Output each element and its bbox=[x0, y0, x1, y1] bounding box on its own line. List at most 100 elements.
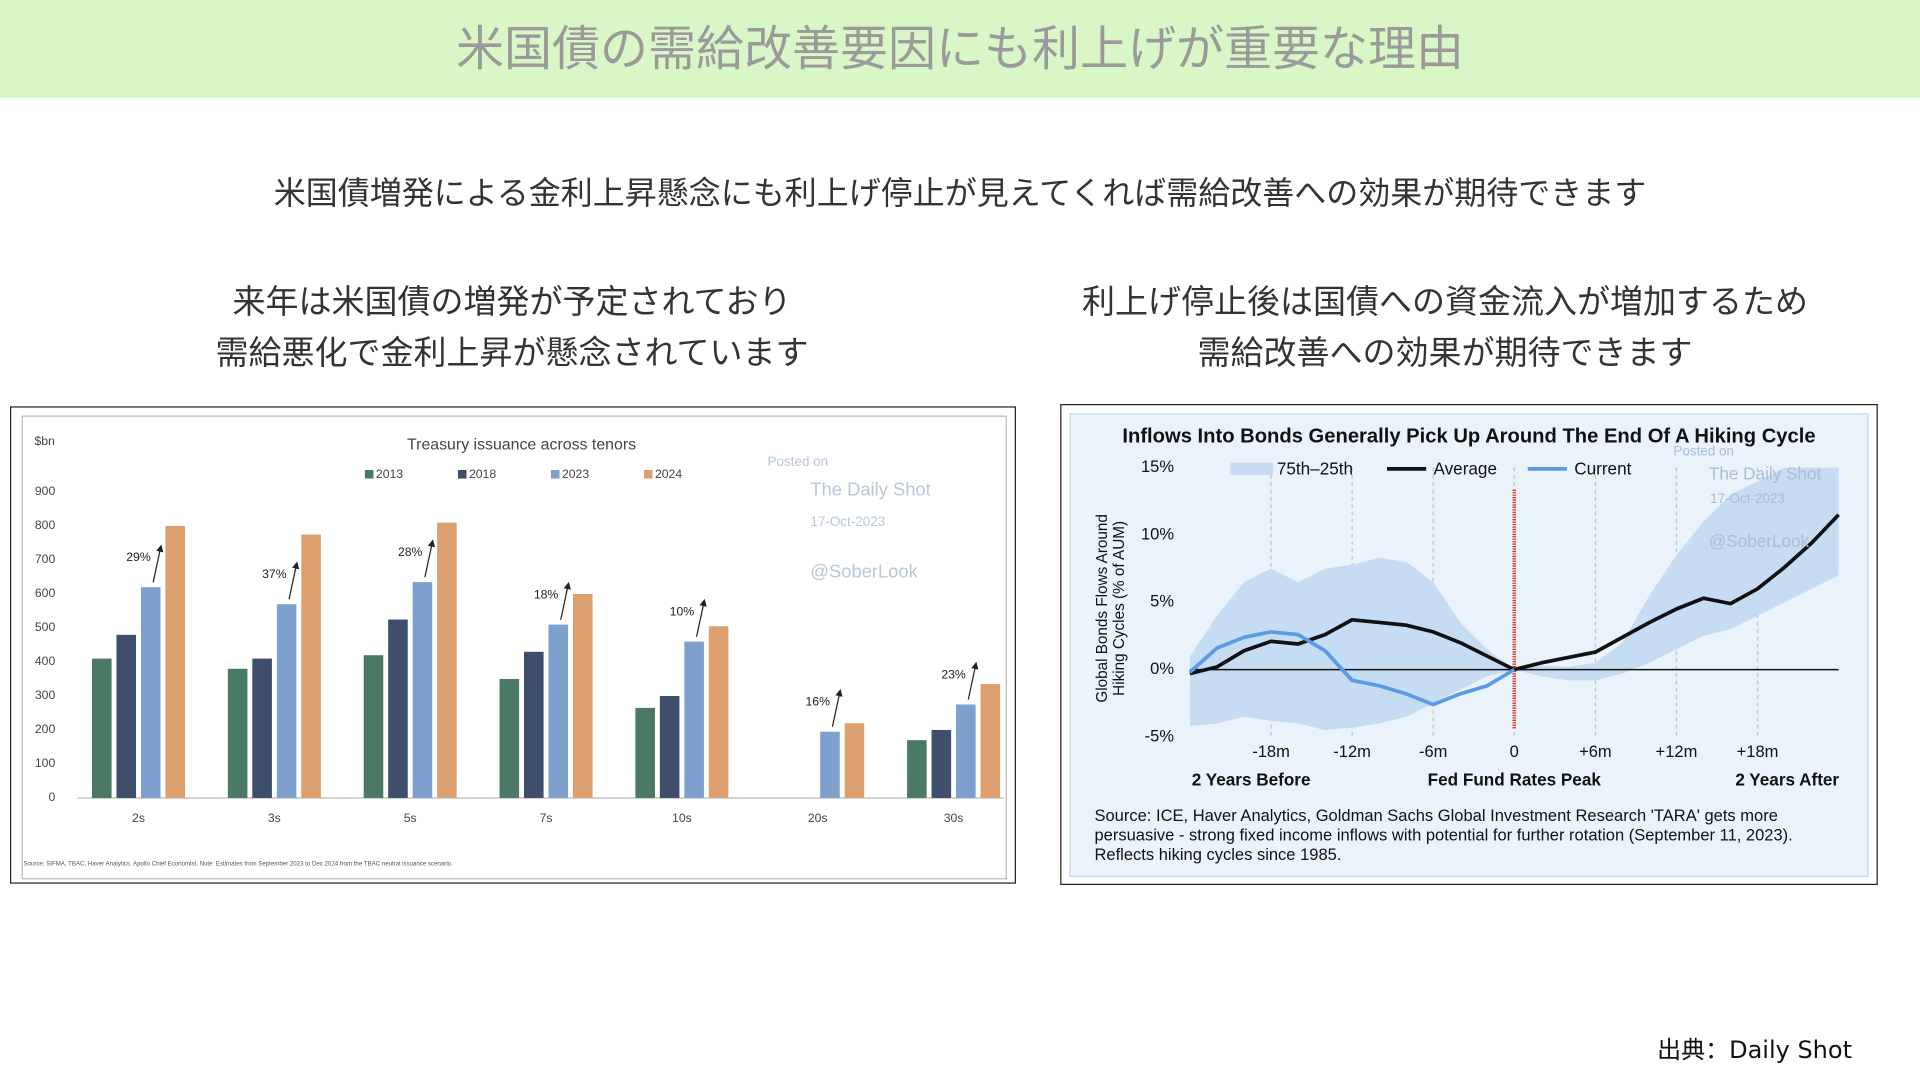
chart-note: Reflects hiking cycles since 1985. bbox=[1094, 845, 1341, 864]
bar bbox=[907, 740, 927, 798]
x-tick-label: 0 bbox=[1510, 742, 1519, 761]
y-tick-label: 400 bbox=[35, 654, 56, 668]
x-tick-label: 5s bbox=[404, 811, 417, 825]
bar bbox=[708, 626, 729, 798]
annotation-arrow bbox=[967, 661, 979, 700]
legend-label: 2024 bbox=[655, 467, 682, 481]
watermark: 17-Oct-2023 bbox=[1710, 491, 1785, 506]
legend-label: 75th–25th bbox=[1277, 459, 1353, 479]
bar bbox=[635, 707, 655, 798]
bar bbox=[844, 723, 865, 798]
y-tick-label: 800 bbox=[35, 518, 56, 532]
bar bbox=[548, 624, 569, 798]
x-tick-label: -12m bbox=[1333, 742, 1371, 761]
annotation-arrow bbox=[695, 598, 707, 637]
watermark: Posted on bbox=[1673, 443, 1734, 458]
bar bbox=[227, 668, 248, 798]
bar bbox=[820, 731, 840, 798]
bar bbox=[931, 729, 952, 798]
y-tick-label: 15% bbox=[1141, 457, 1174, 476]
annotation-arrow bbox=[560, 581, 571, 620]
watermark: @SoberLook bbox=[810, 561, 918, 582]
annotation: 18% bbox=[534, 587, 559, 601]
watermark: The Daily Shot bbox=[810, 479, 930, 500]
header-title: 米国債の需給改善要因にも利上げが重要な理由 bbox=[455, 21, 1464, 77]
bar bbox=[499, 678, 520, 798]
y-tick-label: 300 bbox=[35, 688, 56, 702]
watermark: @SoberLook bbox=[1709, 531, 1810, 551]
watermark: Posted on bbox=[768, 454, 829, 469]
chart-note: Source: SIFMA, TBAC, Haver Analytics, Ap… bbox=[23, 861, 453, 868]
bar bbox=[524, 651, 544, 798]
x-tick-label: +18m bbox=[1737, 742, 1779, 761]
y-axis-label: Global Bonds Flows Around bbox=[1094, 514, 1111, 703]
annotation: 28% bbox=[398, 545, 423, 559]
chart-title: Inflows Into Bonds Generally Pick Up Aro… bbox=[1122, 425, 1815, 447]
caption-line: 来年は米国債の増発が予定されており bbox=[232, 282, 792, 321]
x-tick-label: 2s bbox=[132, 811, 145, 825]
chart-note: persuasive - strong fixed income inflows… bbox=[1094, 825, 1792, 844]
annotation-arrow bbox=[152, 544, 164, 583]
annotation: 10% bbox=[670, 604, 695, 618]
x-section-label: 2 Years After bbox=[1735, 769, 1839, 789]
annotation-arrow bbox=[288, 561, 300, 600]
legend-label: 2023 bbox=[562, 467, 589, 481]
y-tick-label: 700 bbox=[35, 552, 56, 566]
watermark: 17-Oct-2023 bbox=[810, 514, 885, 529]
y-tick-label: 0% bbox=[1150, 659, 1174, 678]
bar bbox=[140, 587, 161, 798]
x-section-label: 2 Years Before bbox=[1192, 769, 1311, 789]
y-axis-label: $bn bbox=[34, 434, 54, 448]
legend-label: 2013 bbox=[376, 467, 403, 481]
chart-title: Treasury issuance across tenors bbox=[407, 437, 636, 454]
x-tick-label: 3s bbox=[268, 811, 281, 825]
source: 出典：Daily Shot bbox=[1657, 1036, 1852, 1064]
bar bbox=[659, 695, 680, 798]
subtitle: 米国債増発による金利上昇懸念にも利上げ停止が見えてくれば需給改善への効果が期待で… bbox=[273, 174, 1647, 212]
line-series bbox=[1189, 513, 1840, 676]
bar bbox=[276, 604, 297, 798]
annotation-arrow bbox=[424, 539, 436, 578]
bar bbox=[301, 534, 321, 798]
x-tick-label: +12m bbox=[1656, 742, 1698, 761]
x-tick-label: +6m bbox=[1579, 742, 1612, 761]
bar bbox=[437, 522, 457, 798]
caption-line: 需給悪化で金利上昇が懸念されています bbox=[215, 333, 809, 372]
y-tick-label: 500 bbox=[35, 620, 56, 634]
x-section-label: Fed Fund Rates Peak bbox=[1428, 769, 1602, 789]
bar bbox=[412, 582, 433, 798]
y-tick-label: 100 bbox=[35, 756, 56, 770]
y-tick-label: 600 bbox=[35, 586, 56, 600]
legend-swatch bbox=[643, 469, 653, 479]
y-tick-label: 200 bbox=[35, 722, 56, 736]
bar bbox=[165, 526, 186, 798]
caption-line: 需給改善への効果が期待できます bbox=[1197, 333, 1693, 372]
y-axis-label: Hiking Cycles (% of AUM) bbox=[1111, 521, 1128, 696]
annotation: 37% bbox=[262, 567, 287, 581]
bar bbox=[116, 634, 137, 798]
bar bbox=[91, 658, 112, 798]
bar bbox=[956, 704, 976, 798]
x-tick-label: 20s bbox=[808, 811, 828, 825]
legend-swatch bbox=[457, 469, 467, 479]
bar bbox=[980, 684, 1001, 798]
caption-line: 利上げ停止後は国債への資金流入が増加するため bbox=[1082, 282, 1808, 321]
bar bbox=[252, 658, 272, 798]
y-tick-label: 10% bbox=[1141, 524, 1174, 543]
header: 米国債の需給改善要因にも利上げが重要な理由 bbox=[0, 0, 1920, 98]
line-series bbox=[1188, 630, 1516, 707]
watermark: The Daily Shot bbox=[1709, 464, 1822, 484]
bar bbox=[684, 641, 704, 798]
bar bbox=[572, 594, 593, 798]
caption: 来年は米国債の増発が予定されており 需給悪化で金利上昇が懸念されています bbox=[62, 276, 962, 378]
annotation-arrow bbox=[831, 688, 843, 727]
x-tick-label: -6m bbox=[1419, 742, 1447, 761]
legend-label: Current bbox=[1574, 459, 1631, 479]
legend-swatch bbox=[364, 469, 374, 479]
x-tick-label: 7s bbox=[540, 811, 553, 825]
chart-note: Source: ICE, Haver Analytics, Goldman Sa… bbox=[1094, 806, 1777, 825]
bar bbox=[388, 619, 408, 798]
annotation: 16% bbox=[806, 695, 831, 709]
legend-label: 2018 bbox=[469, 467, 496, 481]
